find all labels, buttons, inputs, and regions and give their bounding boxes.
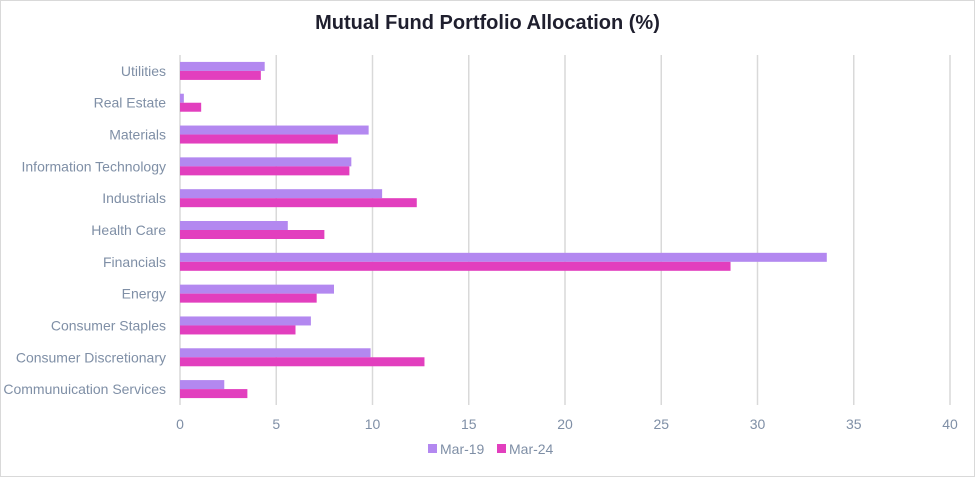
category-label: Utilities <box>121 63 166 79</box>
legend: Mar-19 Mar-24 <box>428 441 554 457</box>
bar-mar-24 <box>180 166 350 176</box>
category-label: Consumer Discretionary <box>16 349 166 365</box>
bar-mar-24 <box>180 198 417 208</box>
bar-mar-24 <box>180 134 338 144</box>
bars <box>180 61 827 399</box>
x-tick-label: 0 <box>176 416 184 432</box>
gridlines <box>179 55 951 405</box>
x-tick-label: 35 <box>846 416 862 432</box>
bar-mar-19 <box>180 380 225 390</box>
legend-swatch <box>497 444 506 453</box>
x-tick-label: 15 <box>461 416 477 432</box>
x-tick-label: 10 <box>365 416 381 432</box>
chart-title: Mutual Fund Portfolio Allocation (%) <box>315 12 660 34</box>
category-label: Real Estate <box>94 95 167 111</box>
bar-mar-24 <box>180 325 296 335</box>
category-label: Industrials <box>102 190 166 206</box>
x-axis-tick-labels: 0 5 10 15 20 25 30 35 40 <box>176 416 958 432</box>
bar-mar-19 <box>180 252 827 262</box>
bar-mar-24 <box>180 230 325 239</box>
bar-mar-19 <box>180 221 288 230</box>
x-tick-label: 5 <box>272 416 280 432</box>
bar-mar-19 <box>180 93 184 103</box>
bar-mar-24 <box>180 102 202 112</box>
bar-mar-19 <box>180 157 352 167</box>
category-label: Communuication Services <box>3 381 166 397</box>
category-label: Materials <box>109 127 166 143</box>
x-tick-label: 40 <box>942 416 958 432</box>
bar-mar-24 <box>180 293 317 303</box>
category-label: Health Care <box>91 222 166 238</box>
category-label: Information Technology <box>22 158 167 174</box>
x-tick-label: 25 <box>653 416 669 432</box>
category-labels: Communuication Services Consumer Discreti… <box>3 63 166 397</box>
legend-swatch <box>428 444 437 453</box>
bar-mar-24 <box>180 70 261 80</box>
bar-mar-19 <box>180 61 265 71</box>
x-tick-label: 20 <box>557 416 573 432</box>
category-label: Consumer Staples <box>51 317 166 333</box>
bar-mar-19 <box>180 189 383 199</box>
x-tick-label: 30 <box>750 416 766 432</box>
bar-mar-19 <box>180 348 371 358</box>
bar-mar-19 <box>180 316 311 326</box>
category-label: Financials <box>103 254 166 270</box>
bar-mar-24 <box>180 389 248 399</box>
bar-mar-24 <box>180 261 731 271</box>
bar-mar-19 <box>180 284 334 294</box>
legend-label: Mar-19 <box>440 441 485 457</box>
category-label: Energy <box>122 286 166 302</box>
bar-mar-24 <box>180 357 425 367</box>
legend-label: Mar-24 <box>509 441 554 457</box>
bar-mar-19 <box>180 125 369 135</box>
